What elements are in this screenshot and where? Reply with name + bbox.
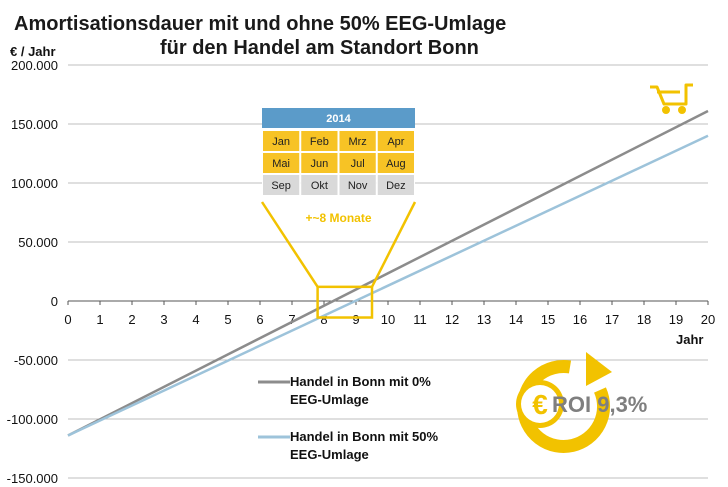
x-tick-label: 15: [541, 312, 555, 327]
calendar-month-label: Jul: [351, 158, 365, 170]
calendar-year: 2014: [326, 113, 351, 125]
calendar-month-label: Jun: [311, 158, 329, 170]
y-tick-label: 0: [51, 294, 58, 309]
calendar-cell: [376, 174, 415, 196]
x-tick-labels: 0 1 2 3 4 5 6 7 8 9 10 11 12 13 14 15 16 17 18 19 20: [64, 301, 715, 327]
calendar-cell: [338, 174, 377, 196]
y-tick-labels: 200.000 150.000 100.000 50.000 0 -50.000 -100.…: [7, 58, 58, 486]
x-tick-label: 8: [320, 312, 327, 327]
zoom-highlight: [260, 201, 417, 319]
x-tick-label: 16: [573, 312, 587, 327]
legend-label-50pct-line2: EEG-Umlage: [290, 447, 369, 462]
chart-title-line-2: für den Handel am Standort Bonn: [160, 37, 479, 59]
euro-coin-arrow-icon: €: [516, 352, 612, 453]
calendar-month-label: Nov: [348, 180, 368, 192]
x-tick-label: 12: [445, 312, 459, 327]
y-tick-label: -150.000: [7, 471, 58, 486]
x-tick-label: 7: [288, 312, 295, 327]
calendar-month-label: Sep: [271, 180, 291, 192]
chart-title-line-1: Amortisationsdauer mit und ohne 50% EEG-…: [14, 13, 506, 35]
y-tick-label: 200.000: [11, 58, 58, 73]
zoom-connector-left: [260, 201, 319, 288]
calendar-header: [262, 108, 415, 128]
series-line-0: [67, 109, 709, 437]
calendar-cell: [376, 130, 415, 152]
roi-label: ROI 9,3%: [552, 392, 647, 417]
x-tick-label: 18: [637, 312, 651, 327]
x-tick-label: 17: [605, 312, 619, 327]
x-tick-label: 5: [224, 312, 231, 327]
calendar-cell: [262, 130, 301, 152]
y-tick-label: -100.000: [7, 412, 58, 427]
calendar-cell: [300, 130, 339, 152]
legend-label-50pct-line1: Handel in Bonn mit 50%: [290, 429, 439, 444]
y-tick-label: 100.000: [11, 176, 58, 191]
x-tick-label: 20: [701, 312, 715, 327]
x-tick-label: 2: [128, 312, 135, 327]
calendar-cell: [262, 152, 301, 174]
y-tick-label: 150.000: [11, 117, 58, 132]
x-axis-label: Jahr: [676, 332, 703, 347]
x-tick-label: 6: [256, 312, 263, 327]
x-tick-label: 13: [477, 312, 491, 327]
zoom-box: [316, 285, 374, 319]
x-tick-label: 19: [669, 312, 683, 327]
calendar-cell: [376, 152, 415, 174]
svg-text:€: €: [532, 389, 548, 420]
y-tick-label: -50.000: [14, 353, 58, 368]
calendar-cell: [262, 174, 301, 196]
legend: Handel in Bonn mit 0% EEG-Umlage Handel …: [258, 374, 439, 462]
series-lines: [67, 109, 709, 437]
shopping-cart-icon: [650, 83, 693, 114]
calendar-inset: 2014 Jan Feb Mrz Apr Mai Jun Jul Aug Sep Okt Nov De…: [262, 108, 415, 225]
x-tick-label: 0: [64, 312, 71, 327]
months-delta-label: +~8 Monate: [305, 211, 371, 225]
calendar-month-label: Aug: [386, 158, 406, 170]
calendar-month-label: Okt: [311, 180, 328, 192]
calendar-cell: [338, 130, 377, 152]
calendar-cell: [300, 152, 339, 174]
calendar-cell: [300, 174, 339, 196]
calendar-month-label: Jan: [272, 136, 290, 148]
x-tick-label: 14: [509, 312, 523, 327]
calendar-month-label: Apr: [387, 136, 404, 148]
zoom-connector-right: [370, 201, 417, 288]
x-tick-label: 10: [381, 312, 395, 327]
x-tick-label: 4: [192, 312, 199, 327]
calendar-month-label: Mrz: [348, 136, 366, 148]
series-line-1: [67, 134, 709, 437]
y-tick-label: 50.000: [18, 235, 58, 250]
calendar-month-label: Dez: [386, 180, 406, 192]
calendar-month-label: Mai: [272, 158, 290, 170]
x-tick-label: 3: [160, 312, 167, 327]
legend-label-0pct-line1: Handel in Bonn mit 0%: [290, 374, 431, 389]
x-tick-label: 9: [352, 312, 359, 327]
x-tick-label: 11: [413, 312, 427, 327]
legend-label-0pct-line2: EEG-Umlage: [290, 392, 369, 407]
x-tick-label: 1: [96, 312, 103, 327]
calendar-month-label: Feb: [310, 136, 329, 148]
y-axis-label: € / Jahr: [10, 44, 56, 59]
calendar-cell: [338, 152, 377, 174]
